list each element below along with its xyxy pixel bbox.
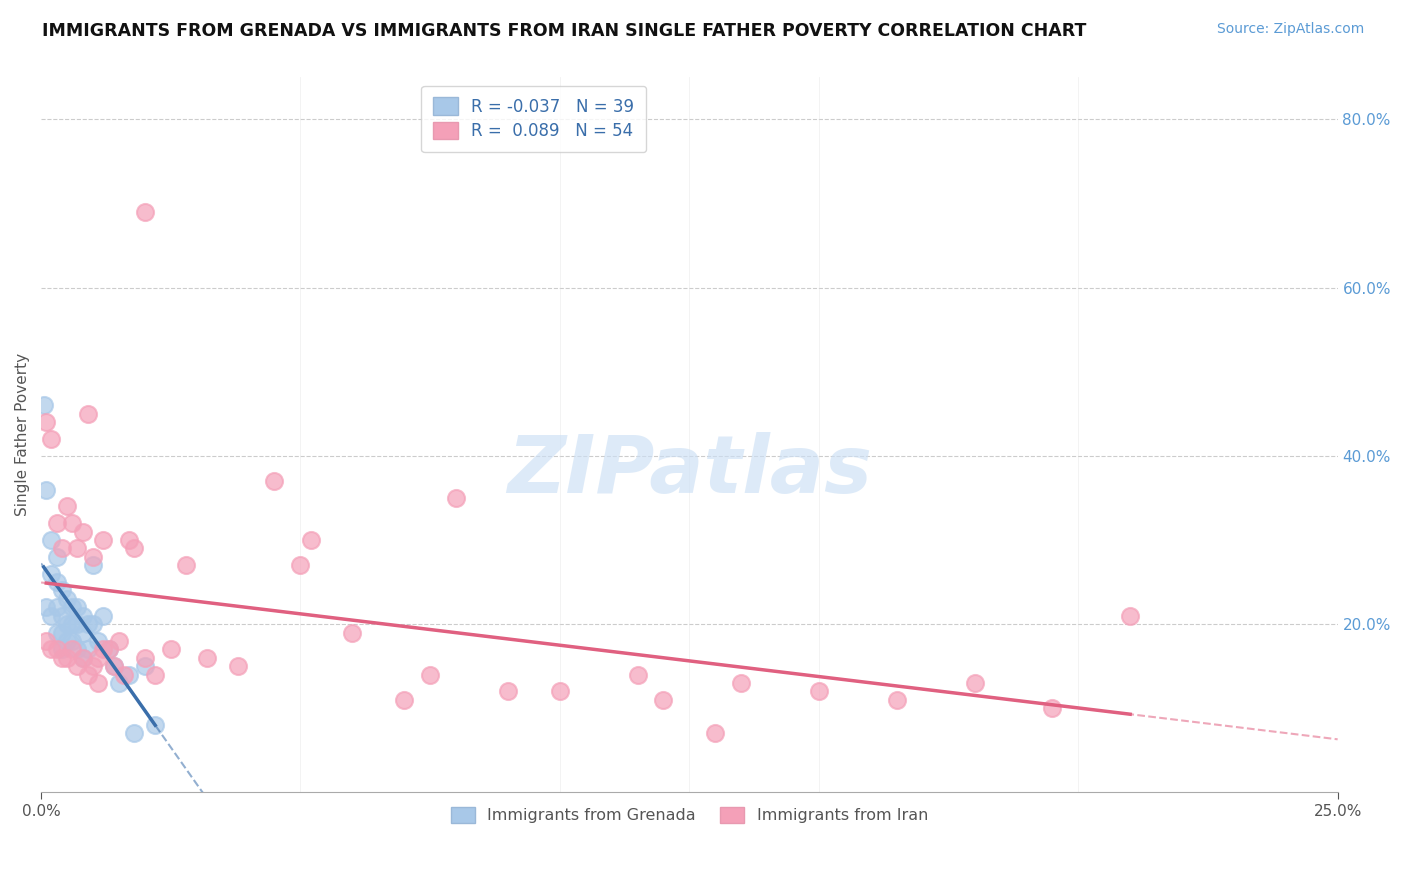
Point (41, 533, 63, 547)
Point (704, 726, 727, 740)
Text: Source: ZipAtlas.com: Source: ZipAtlas.com (1216, 22, 1364, 37)
Point (35, 634, 58, 648)
Point (134, 650, 156, 665)
Point (60, 634, 83, 648)
Point (35, 483, 58, 497)
Point (108, 634, 131, 648)
Point (808, 684, 831, 698)
Point (72, 625, 94, 640)
Point (82, 659, 104, 673)
Point (93, 608, 115, 623)
Point (45, 575, 67, 590)
Point (45, 600, 67, 615)
Point (60, 516, 83, 531)
Point (56, 591, 79, 606)
Point (51, 642, 73, 657)
Point (60, 642, 83, 657)
Point (134, 205, 156, 219)
Point (82, 617, 104, 632)
Point (118, 533, 141, 547)
Point (419, 667, 441, 681)
Point (1042, 701, 1064, 715)
Legend: Immigrants from Grenada, Immigrants from Iran: Immigrants from Grenada, Immigrants from… (440, 796, 939, 834)
Point (118, 667, 141, 681)
Point (143, 718, 166, 732)
Point (392, 693, 415, 707)
Point (963, 676, 986, 690)
Point (76, 642, 98, 657)
Point (35, 600, 58, 615)
Point (548, 684, 571, 698)
Point (76, 407, 98, 421)
Point (72, 650, 94, 665)
Point (66, 617, 89, 632)
Point (176, 558, 198, 573)
Point (226, 659, 249, 673)
Point (66, 659, 89, 673)
Point (35, 415, 58, 429)
Point (1119, 608, 1142, 623)
Point (87, 676, 110, 690)
Point (41, 432, 63, 446)
Point (134, 659, 156, 673)
Point (82, 549, 104, 564)
Point (41, 608, 63, 623)
Point (652, 693, 675, 707)
Point (159, 642, 181, 657)
Point (45, 625, 67, 640)
Point (112, 667, 135, 681)
Text: ZIPatlas: ZIPatlas (508, 432, 872, 509)
Point (290, 558, 312, 573)
Point (66, 600, 89, 615)
Point (66, 541, 89, 556)
Point (82, 558, 104, 573)
Point (87, 650, 110, 665)
Point (124, 726, 146, 740)
Point (263, 474, 285, 488)
Point (51, 650, 73, 665)
Point (45, 642, 67, 657)
Point (72, 608, 94, 623)
Point (45, 516, 67, 531)
Text: IMMIGRANTS FROM GRENADA VS IMMIGRANTS FROM IRAN SINGLE FATHER POVERTY CORRELATIO: IMMIGRANTS FROM GRENADA VS IMMIGRANTS FR… (42, 22, 1087, 40)
Point (72, 524, 94, 539)
Point (51, 625, 73, 640)
Point (56, 650, 79, 665)
Point (195, 650, 218, 665)
Point (93, 533, 115, 547)
Point (87, 634, 110, 648)
Point (97, 642, 120, 657)
Point (342, 625, 364, 640)
Point (103, 659, 125, 673)
Point (56, 634, 79, 648)
Point (51, 541, 73, 556)
Point (66, 642, 89, 657)
Point (60, 617, 83, 632)
Y-axis label: Single Father Poverty: Single Father Poverty (15, 353, 30, 516)
Point (103, 659, 125, 673)
Point (76, 667, 98, 681)
Point (76, 617, 98, 632)
Point (51, 583, 73, 598)
Point (97, 642, 120, 657)
Point (124, 541, 146, 556)
Point (444, 491, 467, 505)
Point (886, 693, 908, 707)
Point (72, 650, 94, 665)
Point (626, 667, 648, 681)
Point (496, 684, 519, 698)
Point (56, 617, 79, 632)
Point (56, 500, 79, 514)
Point (41, 566, 63, 581)
Point (143, 667, 166, 681)
Point (93, 642, 115, 657)
Point (32, 399, 55, 413)
Point (60, 600, 83, 615)
Point (51, 608, 73, 623)
Point (41, 642, 63, 657)
Point (108, 676, 131, 690)
Point (730, 676, 752, 690)
Point (299, 533, 322, 547)
Point (45, 549, 67, 564)
